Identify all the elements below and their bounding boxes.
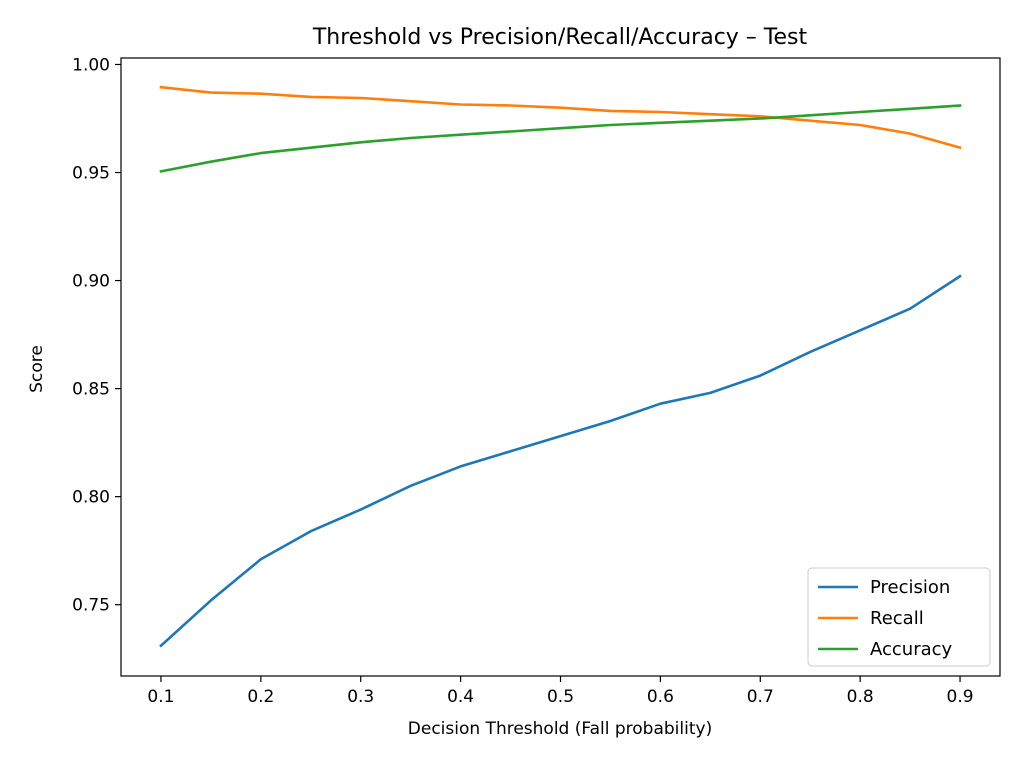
x-tick-label: 0.9 — [947, 687, 974, 707]
plot-area — [159, 85, 962, 648]
axes: 0.1 0.2 0.3 0.4 0.5 0.6 0.7 0.8 0.9 0.75 0.80 0.85 0… — [72, 55, 1001, 707]
legend: Precision Recall Accuracy — [807, 567, 991, 667]
legend-label-recall: Recall — [870, 608, 924, 629]
series-line-accuracy — [159, 104, 962, 173]
y-axis-title: Score — [27, 345, 47, 393]
legend-label-accuracy: Accuracy — [870, 639, 953, 660]
series-line-precision — [159, 274, 962, 648]
x-tick-label: 0.1 — [147, 687, 174, 707]
y-tick-label: 0.75 — [72, 596, 110, 616]
x-tick-label: 0.6 — [647, 687, 674, 707]
legend-box — [807, 567, 991, 667]
x-axis-title: Decision Threshold (Fall probability) — [408, 719, 712, 739]
y-tick-label: 1.00 — [72, 55, 110, 75]
x-tick-label: 0.8 — [847, 687, 874, 707]
chart-title: Threshold vs Precision/Recall/Accuracy –… — [312, 25, 808, 50]
y-tick-label: 0.80 — [72, 488, 110, 508]
y-tick-label: 0.90 — [72, 272, 110, 292]
y-tick-label: 0.95 — [72, 164, 110, 184]
y-tick-label: 0.85 — [72, 380, 110, 400]
x-tick-label: 0.3 — [347, 687, 374, 707]
series-line-recall — [159, 85, 962, 150]
x-tick-label: 0.5 — [547, 687, 574, 707]
x-tick-label: 0.4 — [447, 687, 474, 707]
x-tick-label: 0.7 — [747, 687, 774, 707]
x-tick-label: 0.2 — [247, 687, 274, 707]
legend-label-precision: Precision — [870, 577, 950, 598]
